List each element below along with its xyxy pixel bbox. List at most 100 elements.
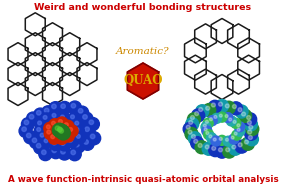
Circle shape xyxy=(19,125,32,138)
Circle shape xyxy=(71,103,76,108)
Circle shape xyxy=(72,119,84,131)
Circle shape xyxy=(225,115,228,118)
Circle shape xyxy=(41,113,53,125)
Circle shape xyxy=(231,136,234,139)
Circle shape xyxy=(229,142,242,155)
Circle shape xyxy=(29,136,43,149)
Circle shape xyxy=(61,142,65,145)
Circle shape xyxy=(22,127,26,132)
Circle shape xyxy=(47,130,51,134)
Circle shape xyxy=(29,115,34,119)
Circle shape xyxy=(244,118,257,131)
Circle shape xyxy=(41,136,53,148)
Circle shape xyxy=(219,114,222,117)
Circle shape xyxy=(206,106,210,110)
Circle shape xyxy=(215,99,229,112)
Circle shape xyxy=(80,112,93,125)
Circle shape xyxy=(203,104,216,116)
Circle shape xyxy=(39,148,52,161)
Circle shape xyxy=(192,109,205,122)
Circle shape xyxy=(198,143,202,147)
Circle shape xyxy=(75,142,79,147)
Polygon shape xyxy=(43,83,62,105)
Circle shape xyxy=(194,139,198,143)
Circle shape xyxy=(55,125,69,139)
Circle shape xyxy=(82,125,95,138)
Circle shape xyxy=(223,136,233,146)
Circle shape xyxy=(239,109,252,122)
Polygon shape xyxy=(77,43,97,66)
Circle shape xyxy=(26,133,31,138)
Circle shape xyxy=(88,132,101,145)
Circle shape xyxy=(212,146,216,150)
Polygon shape xyxy=(195,24,217,49)
Circle shape xyxy=(206,133,217,143)
Circle shape xyxy=(235,126,245,136)
Circle shape xyxy=(69,128,72,131)
Circle shape xyxy=(74,132,86,144)
Circle shape xyxy=(41,150,46,155)
Circle shape xyxy=(235,140,248,153)
Circle shape xyxy=(188,132,201,145)
Polygon shape xyxy=(184,38,206,63)
Circle shape xyxy=(219,148,223,152)
Circle shape xyxy=(214,115,217,118)
Circle shape xyxy=(37,128,41,131)
Circle shape xyxy=(68,148,81,161)
Circle shape xyxy=(227,116,237,126)
Circle shape xyxy=(244,113,257,126)
Circle shape xyxy=(211,103,215,107)
Circle shape xyxy=(35,119,47,130)
Circle shape xyxy=(44,122,56,134)
Circle shape xyxy=(44,139,48,143)
Circle shape xyxy=(75,128,79,131)
Circle shape xyxy=(203,124,206,127)
Circle shape xyxy=(232,145,236,149)
Circle shape xyxy=(208,100,221,113)
Circle shape xyxy=(199,108,203,112)
Circle shape xyxy=(203,118,213,128)
Circle shape xyxy=(207,116,217,126)
Circle shape xyxy=(56,117,68,129)
Circle shape xyxy=(237,128,240,131)
Circle shape xyxy=(191,135,195,139)
Circle shape xyxy=(248,130,252,134)
Circle shape xyxy=(190,115,194,120)
Circle shape xyxy=(205,145,209,149)
Circle shape xyxy=(185,127,198,140)
Polygon shape xyxy=(60,33,80,56)
Circle shape xyxy=(219,137,222,140)
Circle shape xyxy=(56,132,68,144)
Circle shape xyxy=(52,148,57,153)
Circle shape xyxy=(217,112,227,122)
Circle shape xyxy=(81,137,94,150)
Circle shape xyxy=(204,128,207,131)
Circle shape xyxy=(66,136,78,148)
Circle shape xyxy=(189,120,193,124)
Circle shape xyxy=(229,118,232,121)
Circle shape xyxy=(34,125,46,137)
Circle shape xyxy=(40,133,44,137)
Circle shape xyxy=(202,126,212,136)
Text: Weird and wonderful bonding structures: Weird and wonderful bonding structures xyxy=(34,4,252,12)
Circle shape xyxy=(83,115,87,119)
Circle shape xyxy=(78,108,83,113)
Circle shape xyxy=(209,135,212,138)
Polygon shape xyxy=(43,63,62,86)
Circle shape xyxy=(245,133,258,146)
Circle shape xyxy=(233,120,236,123)
Circle shape xyxy=(206,132,209,135)
Circle shape xyxy=(56,126,70,140)
Circle shape xyxy=(222,101,235,114)
Circle shape xyxy=(241,137,255,150)
Circle shape xyxy=(58,139,70,151)
Circle shape xyxy=(204,129,214,139)
Text: QUAO: QUAO xyxy=(123,74,163,88)
Circle shape xyxy=(89,120,94,125)
Circle shape xyxy=(55,125,69,139)
Circle shape xyxy=(234,132,237,135)
Circle shape xyxy=(71,150,76,155)
Circle shape xyxy=(27,112,39,125)
Circle shape xyxy=(209,144,222,157)
Circle shape xyxy=(68,101,82,114)
